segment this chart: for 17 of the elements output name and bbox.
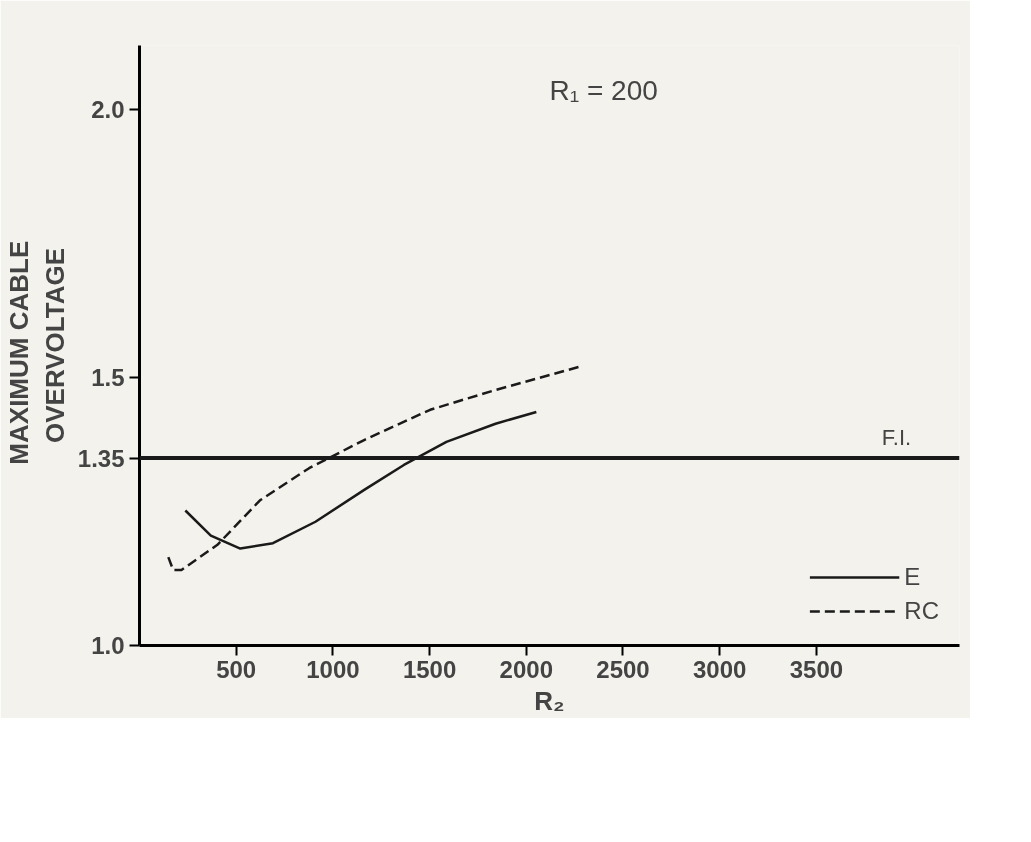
y-tick-label: 2.0 bbox=[91, 96, 125, 124]
x-tick-label: 3000 bbox=[692, 655, 747, 683]
y-tick-label: 1.5 bbox=[91, 364, 125, 392]
y-axis-title: MAXIMUM CABLE OVERVOLTAGE bbox=[3, 240, 70, 465]
y-tick-label: 1.0 bbox=[91, 632, 125, 659]
x-axis-title: R₂ bbox=[534, 685, 565, 716]
annotation: R₁ = 200 bbox=[549, 74, 658, 106]
x-tick-label: 2500 bbox=[596, 655, 650, 683]
x-tick-label: 1000 bbox=[306, 655, 360, 683]
legend-label: E bbox=[904, 563, 922, 591]
x-tick-label: 500 bbox=[216, 655, 257, 683]
legend-label: RC bbox=[904, 597, 939, 625]
x-tick-label: 1500 bbox=[402, 655, 457, 683]
y-tick-label: 1.35 bbox=[77, 444, 125, 472]
x-tick-label: 2000 bbox=[499, 655, 553, 683]
ref-line-label: F.I. bbox=[881, 425, 912, 450]
x-tick-label: 3500 bbox=[789, 655, 844, 683]
